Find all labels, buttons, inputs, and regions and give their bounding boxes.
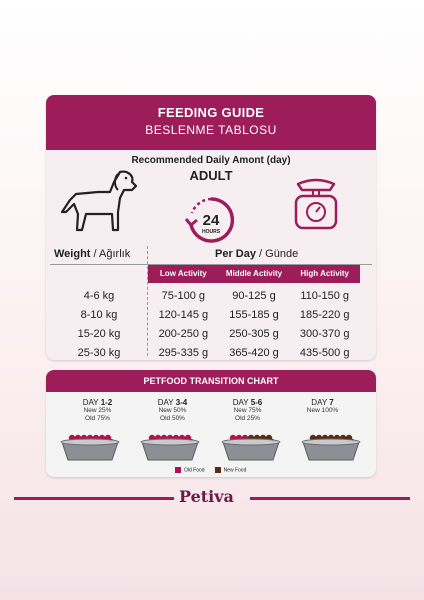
mid-cell: 90-125 g xyxy=(232,289,276,302)
legend-old: Old Food xyxy=(175,467,205,473)
scale-icon xyxy=(294,178,338,230)
low-cell: 200-250 g xyxy=(158,327,209,340)
legend-new-swatch xyxy=(214,467,221,473)
feeding-table: 4-6 kg 75-100 g 90-125 g 110-150 g 8-10 … xyxy=(50,286,360,362)
day-new: New 75% xyxy=(233,407,262,414)
clock-number: 24 xyxy=(203,212,220,229)
day-range: 1-2 xyxy=(100,398,113,407)
per-day-label: Per Day xyxy=(215,248,256,260)
recommended-label: Recommended Daily Amont (day) xyxy=(131,155,291,166)
weight-cell: 15-20 kg xyxy=(77,327,121,340)
day-old: Old 50% xyxy=(160,415,185,422)
food-bowl-icon xyxy=(60,434,120,461)
legend-old-label: Old Food xyxy=(184,467,205,474)
mid-cell: 365-420 g xyxy=(229,346,279,359)
food-bowl-icon xyxy=(140,434,200,461)
table-row: 25-30 kg 295-335 g 365-420 g 435-500 g xyxy=(50,343,360,362)
header-divider xyxy=(50,264,372,265)
day-old: Old 75% xyxy=(85,415,110,422)
bowl-row xyxy=(58,428,363,464)
guide-title: FEEDING GUIDE xyxy=(157,105,265,120)
guide-subtitle: BESLENME TABLOSU xyxy=(145,123,277,137)
legend-old-swatch xyxy=(175,467,181,473)
day-range: 3-4 xyxy=(175,398,188,407)
col-low-activity: Low Activity xyxy=(159,269,207,278)
day-new: New 100% xyxy=(306,407,339,414)
day-item: DAY 7 New 100% xyxy=(285,398,360,423)
footer-line-left xyxy=(14,497,174,500)
transition-title: PETFOOD TRANSITION CHART xyxy=(46,370,376,392)
high-cell: 435-500 g xyxy=(299,346,350,359)
day-prefix: DAY xyxy=(82,398,101,407)
day-item: DAY 5-6 New 75% Old 25% xyxy=(210,398,285,423)
legend-new: New Food xyxy=(214,467,247,474)
day-range: 7 xyxy=(329,398,334,407)
col-high-activity: High Activity xyxy=(300,269,349,278)
day-old: Old 25% xyxy=(235,415,260,422)
weight-cell: 4-6 kg xyxy=(83,289,115,302)
bowl-rim xyxy=(60,438,120,446)
high-cell: 185-220 g xyxy=(299,308,350,321)
high-cell: 110-150 g xyxy=(300,289,350,302)
day-new: New 25% xyxy=(83,407,112,414)
dog-icon xyxy=(60,170,138,232)
per-day-header: Per Day / Günde xyxy=(215,248,298,260)
column-divider xyxy=(147,246,148,356)
activity-header-row: Low Activity Middle Activity High Activi… xyxy=(148,265,360,283)
low-cell: 120-145 g xyxy=(158,308,209,321)
day-prefix: DAY xyxy=(157,398,176,407)
low-cell: 75-100 g xyxy=(161,289,206,302)
category-label: ADULT xyxy=(189,168,233,183)
clock-24-icon: 24 HOURS xyxy=(184,197,235,243)
transition-days: DAY 1-2 New 25% Old 75% DAY 3-4 New 50% … xyxy=(60,398,360,423)
weight-header: Weight / Ağırlık xyxy=(54,248,130,260)
bowl-rim xyxy=(140,438,200,446)
feeding-guide-header: FEEDING GUIDE BESLENME TABLOSU xyxy=(46,95,376,150)
legend: Old Food New Food xyxy=(175,467,246,473)
day-prefix: DAY xyxy=(311,398,330,407)
bowl-rim xyxy=(301,438,361,446)
weight-cell: 8-10 kg xyxy=(80,308,118,321)
mid-cell: 250-305 g xyxy=(229,327,279,340)
day-prefix: DAY xyxy=(232,398,251,407)
food-bowl-icon xyxy=(221,434,281,461)
weight-label-tr: / Ağırlık xyxy=(93,248,131,260)
footer-line-right xyxy=(250,497,410,500)
col-middle-activity: Middle Activity xyxy=(225,269,283,278)
table-row: 4-6 kg 75-100 g 90-125 g 110-150 g xyxy=(50,286,360,305)
high-cell: 300-370 g xyxy=(299,327,350,340)
brand-logo: Petiva xyxy=(179,487,234,506)
weight-label: Weight xyxy=(54,248,91,260)
mid-cell: 155-185 g xyxy=(229,308,279,321)
day-item: DAY 1-2 New 25% Old 75% xyxy=(60,398,135,423)
day-new: New 50% xyxy=(158,407,187,414)
day-range: 5-6 xyxy=(250,398,263,407)
bowl-rim xyxy=(221,438,281,446)
clock-unit: HOURS xyxy=(202,229,221,235)
table-row: 8-10 kg 120-145 g 155-185 g 185-220 g xyxy=(50,305,360,324)
table-row: 15-20 kg 200-250 g 250-305 g 300-370 g xyxy=(50,324,360,343)
food-bowl-icon xyxy=(301,434,361,461)
low-cell: 295-335 g xyxy=(158,346,209,359)
legend-new-label: New Food xyxy=(223,467,247,474)
weight-cell: 25-30 kg xyxy=(77,346,121,359)
day-item: DAY 3-4 New 50% Old 50% xyxy=(135,398,210,423)
per-day-label-tr: / Günde xyxy=(259,248,299,260)
